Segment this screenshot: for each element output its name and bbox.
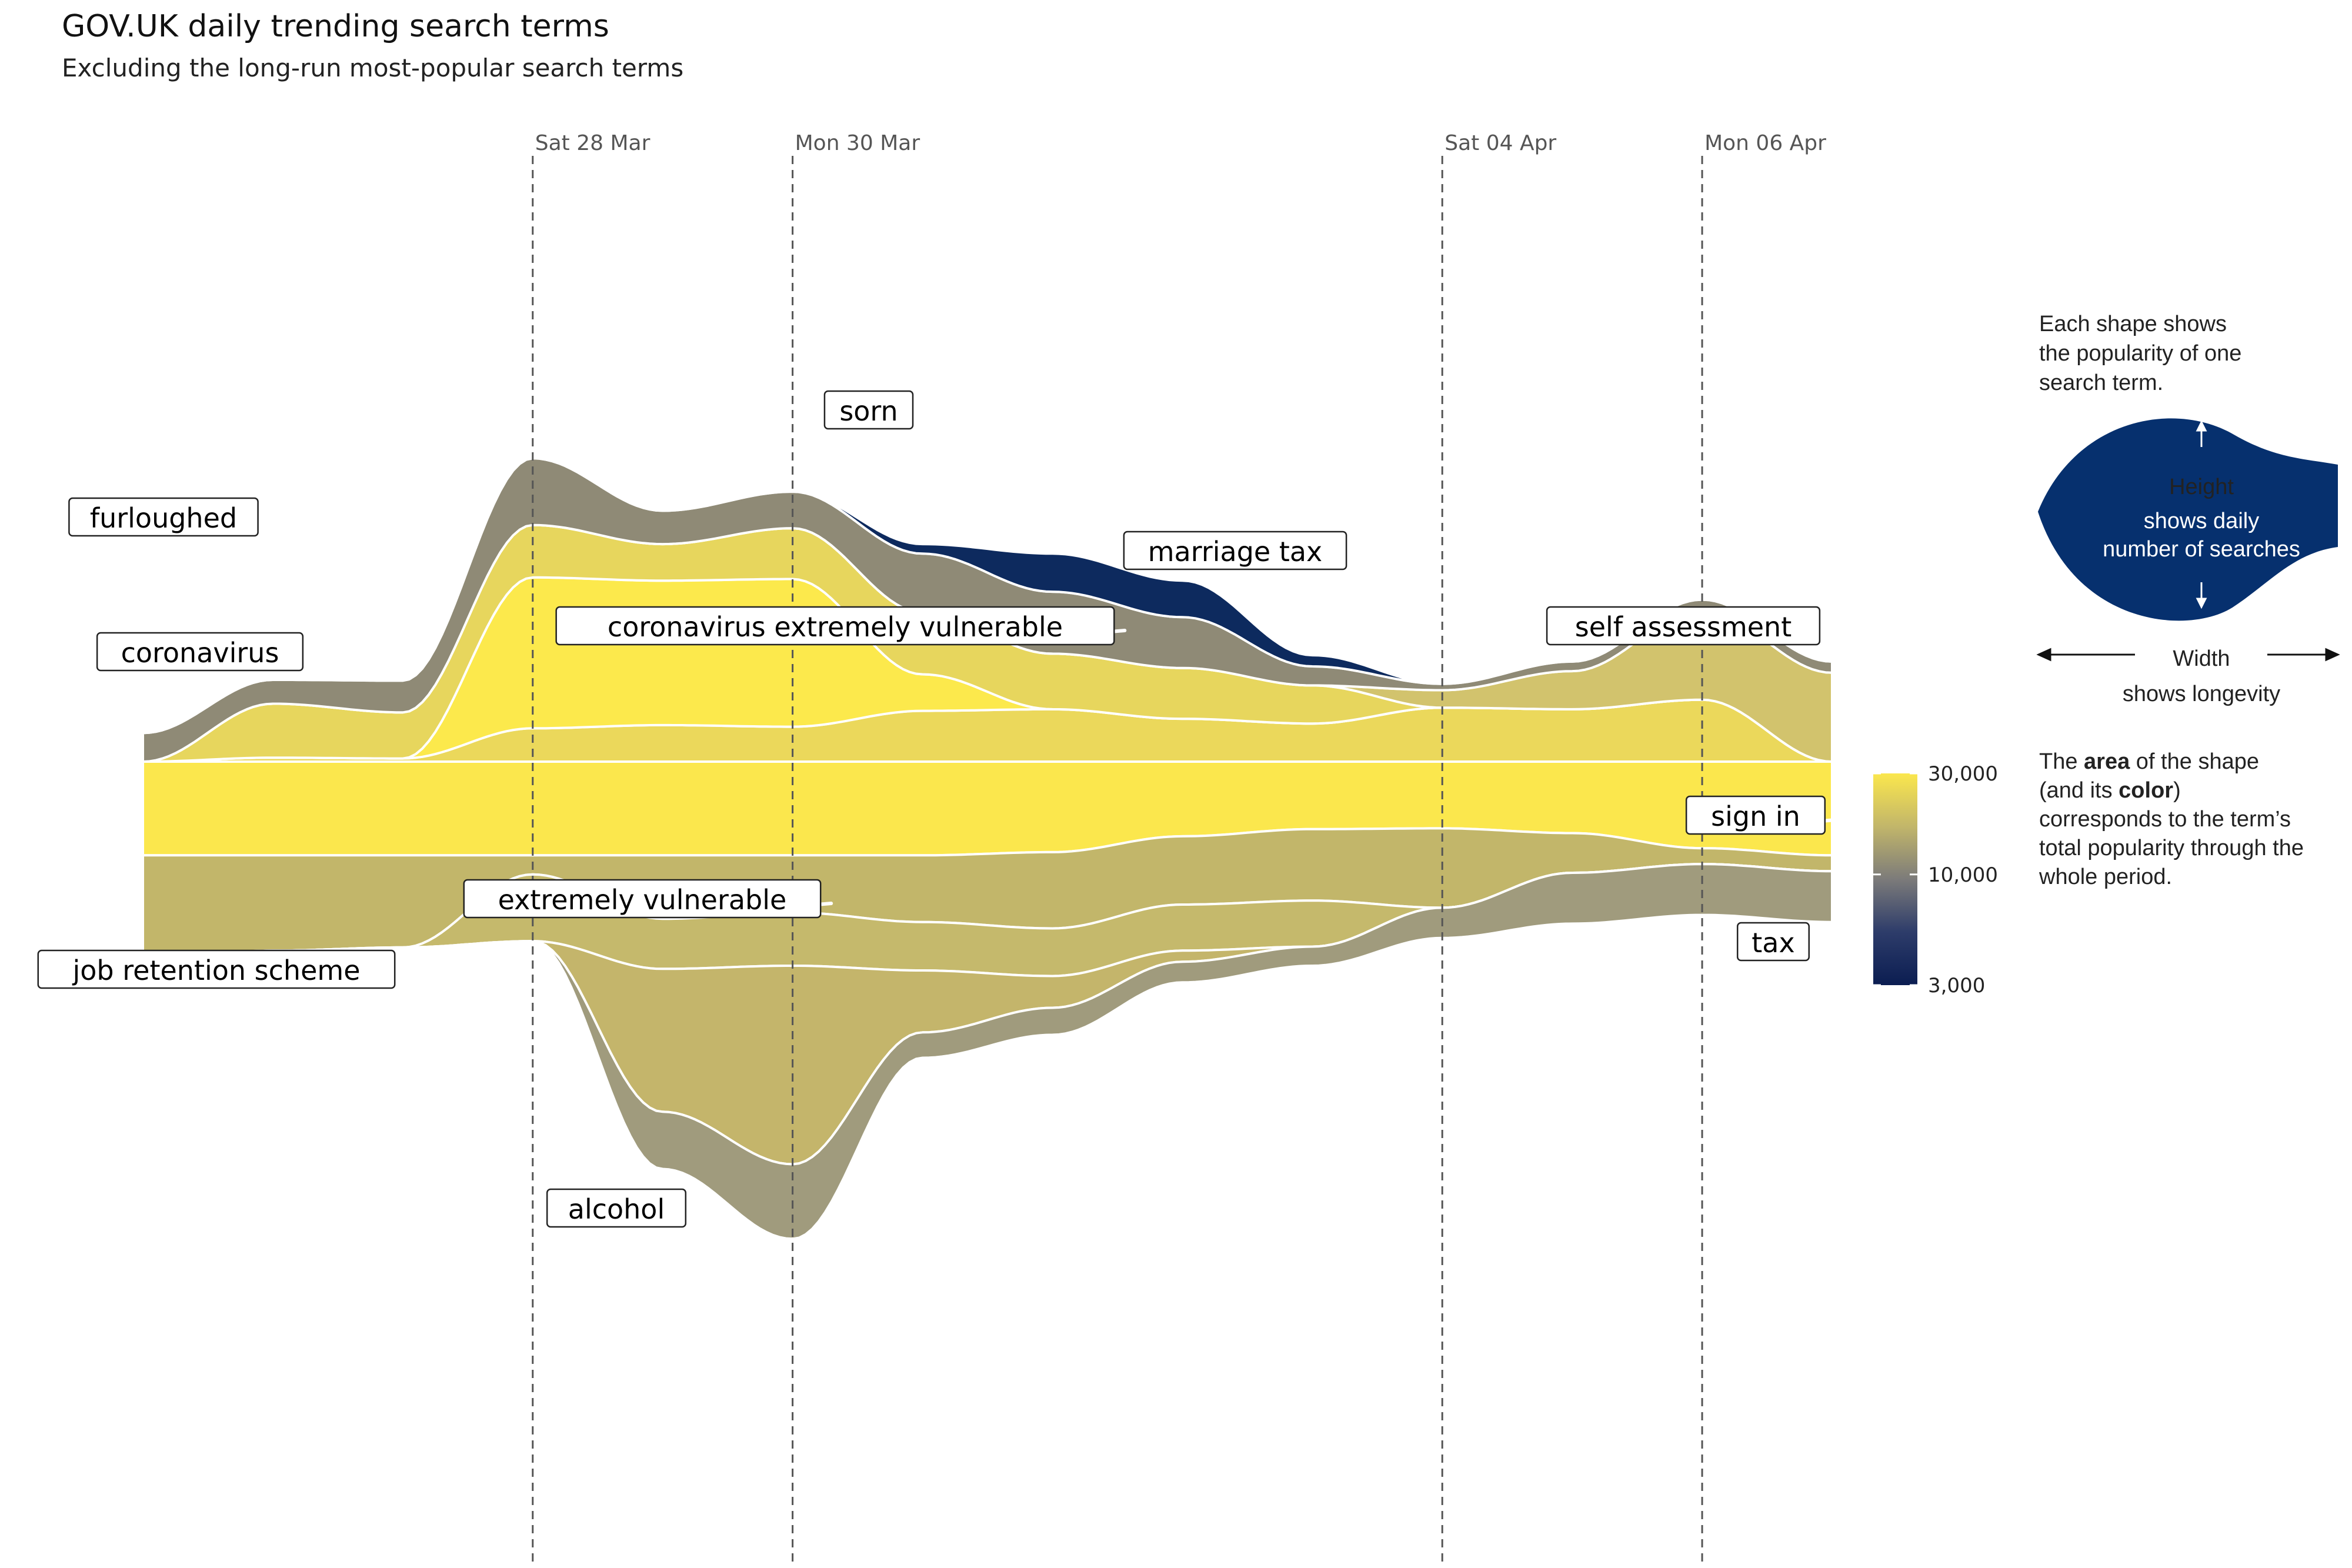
label-text: alcohol: [568, 1193, 665, 1225]
legend-tick-label: 10,000: [1928, 863, 1998, 887]
label-text: sorn: [839, 395, 898, 427]
color-legend: 3,000 10,000 30,000: [1873, 762, 1998, 997]
area-line: whole period.: [2039, 865, 2172, 889]
label-text: tax: [1752, 927, 1794, 959]
area-line: The area of the shape: [2039, 749, 2259, 774]
term-labels: furloughed coronavirus coronavirus extreme…: [37, 390, 1837, 1228]
term-label-coronavirus-extremely-vulnerable: coronavirus extremely vulnerable: [555, 606, 1127, 646]
label-box: [1123, 531, 1347, 571]
height-arrows: [2196, 420, 2207, 609]
term-label-job-retention-scheme: job retention scheme: [37, 949, 408, 989]
width-description: shows longevity: [2123, 682, 2280, 706]
label-text: furloughed: [90, 502, 237, 534]
height-line: number of searches: [2103, 537, 2300, 562]
term-label-marriage-tax: marriage tax: [1123, 531, 1359, 571]
area-line-bold: area: [2084, 749, 2130, 774]
area-line-part: ): [2173, 778, 2181, 803]
intro-line: Each shape shows: [2039, 312, 2227, 336]
label-box: [68, 497, 259, 537]
stream-layer: [142, 457, 1833, 1240]
explainer-panel: Each shape shows the popularity of one sea…: [2036, 312, 2340, 889]
label-text: extremely vulnerable: [498, 884, 787, 916]
label-text: sign in: [1711, 800, 1800, 832]
area-line-part: (and its: [2039, 778, 2119, 803]
area-line-part: of the shape: [2130, 749, 2259, 774]
height-line: shows daily: [2144, 509, 2259, 533]
area-line: (and its color): [2039, 778, 2181, 803]
width-title: Width: [2173, 646, 2230, 671]
label-text: coronavirus extremely vulnerable: [608, 611, 1063, 643]
term-label-coronavirus: coronavirus: [96, 632, 315, 672]
explainer-intro: Each shape shows the popularity of one sea…: [2039, 312, 2241, 395]
term-label-sorn: sorn: [823, 390, 926, 430]
label-box: [96, 632, 304, 672]
date-tick-label: Mon 30 Mar: [795, 131, 920, 155]
label-text: marriage tax: [1148, 536, 1323, 568]
width-arrows: [2036, 648, 2340, 662]
stream-band-marriage-tax: [142, 457, 1833, 735]
label-box: [37, 949, 396, 989]
label-text: job retention scheme: [72, 955, 361, 986]
label-box: [1546, 606, 1821, 646]
date-tick-label: Mon 06 Apr: [1704, 131, 1826, 155]
label-box: [555, 606, 1115, 646]
label-text: coronavirus: [121, 637, 279, 669]
explainer-shape: [2038, 418, 2338, 621]
date-tick-label: Sat 28 Mar: [535, 131, 650, 155]
area-line-part: corresponds to the term’s: [2039, 807, 2291, 832]
area-line-part: whole period.: [2039, 865, 2172, 889]
height-description: shows daily number of searches: [2103, 509, 2300, 562]
area-line: corresponds to the term’s: [2039, 807, 2291, 832]
term-label-self-assessment: self assessment: [1546, 606, 1832, 646]
height-title: Height: [2169, 475, 2234, 499]
term-label-extremely-vulnerable: extremely vulnerable: [463, 879, 833, 919]
legend-color-bar: [1873, 773, 1917, 985]
intro-line: search term.: [2039, 371, 2163, 395]
label-box: [463, 879, 822, 919]
chart-subtitle: Excluding the long-run most-popular sear…: [62, 54, 683, 82]
area-line-part: total popularity through the: [2039, 836, 2304, 860]
intro-line: the popularity of one: [2039, 341, 2241, 366]
label-box: [1736, 922, 1810, 962]
date-ticks: Sat 28 Mar Mon 30 Mar Sat 04 Apr Mon 06 Apr: [532, 131, 1826, 1564]
area-line-part: The: [2039, 749, 2084, 774]
legend-ticks: 3,000 10,000 30,000: [1873, 762, 1998, 997]
area-line: total popularity through the: [2039, 836, 2304, 860]
area-line-bold: color: [2119, 778, 2173, 803]
term-label-furloughed: furloughed: [68, 497, 271, 537]
label-box: [546, 1188, 687, 1228]
stream-band-tax: [142, 863, 1833, 1240]
legend-tick-label: 30,000: [1928, 762, 1998, 786]
chart-title: GOV.UK daily trending search terms: [62, 9, 609, 44]
legend-tick-label: 3,000: [1928, 974, 1985, 997]
date-tick-label: Sat 04 Apr: [1444, 131, 1556, 155]
label-box: [1685, 795, 1826, 835]
explainer-area-text: The area of the shape (and its color) corr…: [2039, 749, 2304, 889]
label-box: [823, 390, 914, 430]
label-text: self assessment: [1575, 611, 1792, 643]
term-label-tax: tax: [1736, 922, 1821, 962]
term-label-alcohol: alcohol: [546, 1188, 698, 1228]
term-label-sign-in: sign in: [1685, 795, 1837, 835]
